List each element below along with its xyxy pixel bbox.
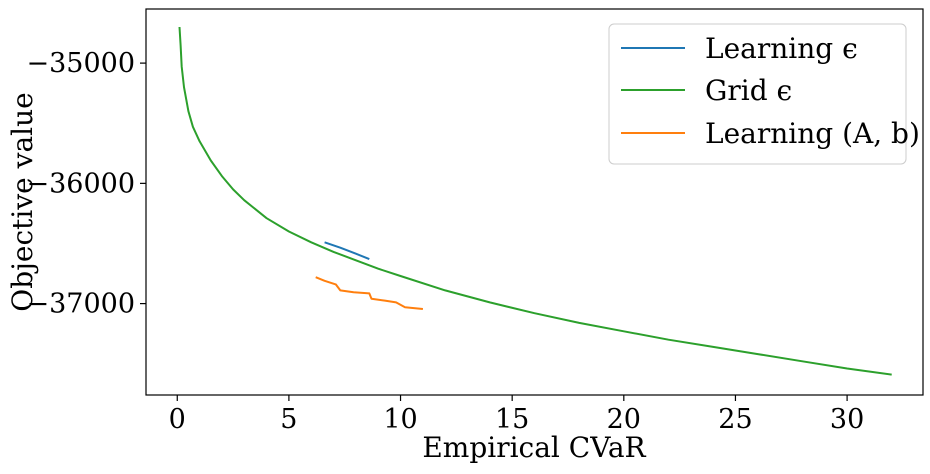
plot-area-frame [145,8,924,396]
series-lines [178,26,892,376]
series-line-grid-eps [178,26,892,376]
y-tick-label: −37000 [26,289,135,320]
y-axis-ticks: −35000 −36000 −37000 [26,48,146,320]
legend-label-learning-ab: Learning (A, b) [705,117,920,150]
x-tick-label: 20 [607,404,641,435]
series-line-learning-ab [315,276,424,310]
x-axis-label: Empirical CVaR [422,431,646,464]
x-tick-label: 0 [169,404,186,435]
y-axis-label: Objective value [6,92,39,311]
x-tick-label: 25 [718,404,752,435]
x-tick-label: 15 [495,404,529,435]
legend-label-grid-eps: Grid ϵ [705,74,792,107]
y-tick-label: −35000 [26,48,135,79]
legend-box [608,23,907,165]
series-line-learning-eps [324,241,370,261]
y-tick-label: −36000 [26,168,135,199]
x-tick-label: 5 [280,404,297,435]
legend: Learning ϵ Grid ϵ Learning (A, b) [608,23,920,165]
x-tick-label: 10 [383,404,417,435]
x-tick-label: 30 [830,404,864,435]
legend-label-learning-eps: Learning ϵ [705,32,858,65]
x-axis-ticks: 0 5 10 15 20 25 30 [169,395,864,435]
